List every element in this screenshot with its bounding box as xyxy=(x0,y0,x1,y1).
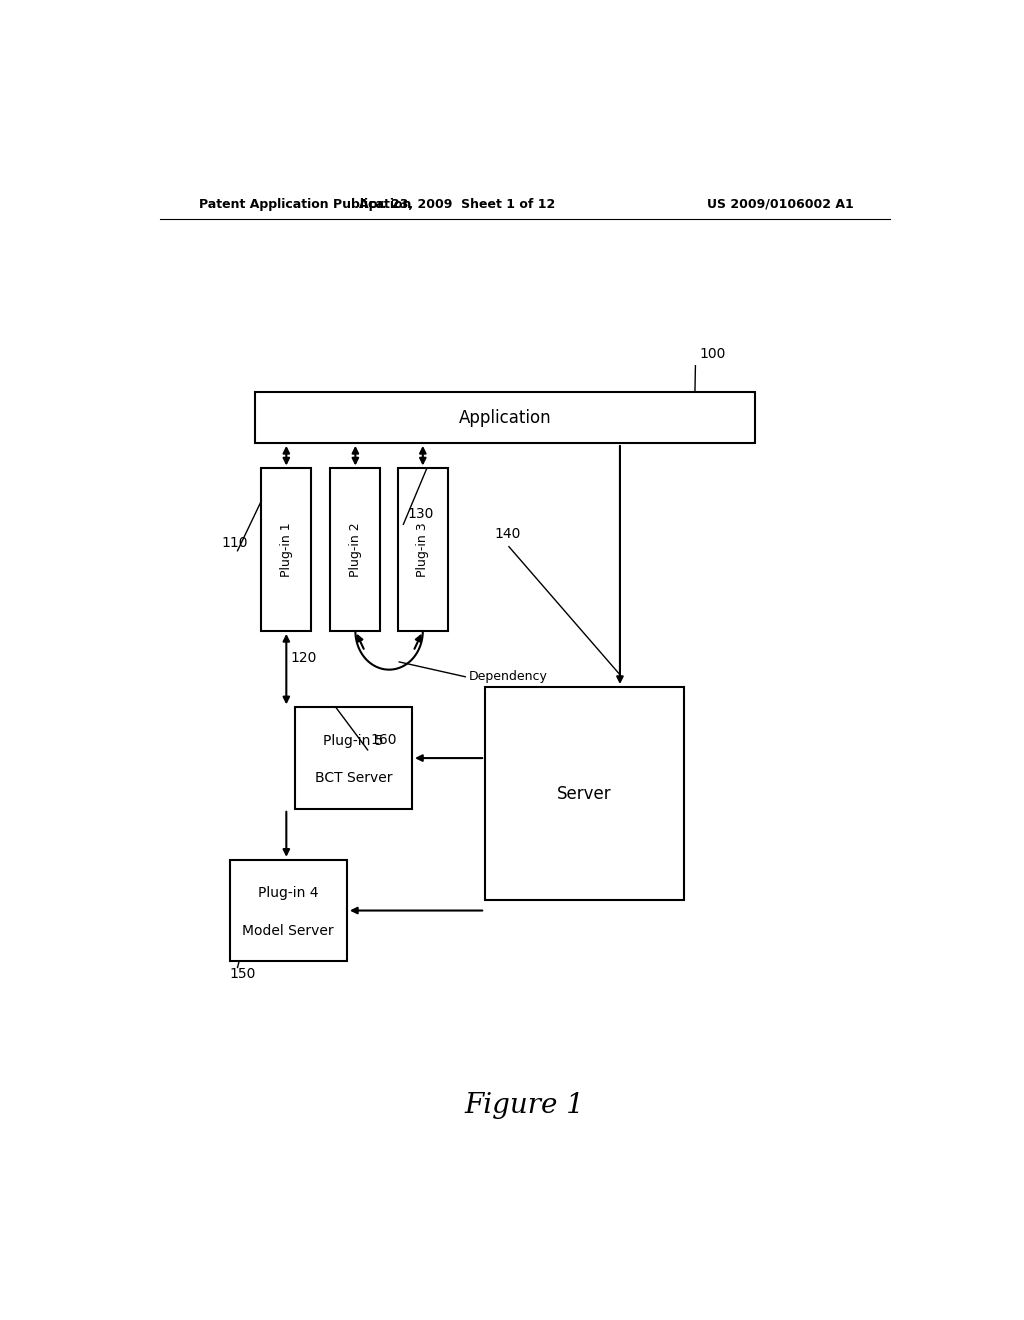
Text: BCT Server: BCT Server xyxy=(314,771,392,785)
Text: Application: Application xyxy=(459,409,551,426)
Bar xyxy=(397,469,447,631)
Bar xyxy=(485,686,684,900)
Bar xyxy=(255,392,755,444)
Bar xyxy=(295,708,412,809)
Bar xyxy=(229,859,347,961)
Text: 120: 120 xyxy=(291,652,317,665)
Text: 160: 160 xyxy=(370,733,396,747)
Text: Apr. 23, 2009  Sheet 1 of 12: Apr. 23, 2009 Sheet 1 of 12 xyxy=(359,198,555,211)
Text: Figure 1: Figure 1 xyxy=(465,1092,585,1119)
Bar xyxy=(261,469,311,631)
Text: 130: 130 xyxy=(408,507,434,521)
Text: Plug-in 3: Plug-in 3 xyxy=(417,523,429,577)
Text: Plug-in 2: Plug-in 2 xyxy=(349,523,361,577)
Text: Dependency: Dependency xyxy=(469,671,548,684)
Text: Plug-in 4: Plug-in 4 xyxy=(258,886,318,900)
Bar xyxy=(331,469,380,631)
Text: 140: 140 xyxy=(495,528,521,541)
Text: Plug-in 1: Plug-in 1 xyxy=(280,523,293,577)
Text: Server: Server xyxy=(557,784,611,803)
Text: 150: 150 xyxy=(229,966,256,981)
Text: 100: 100 xyxy=(699,347,726,360)
Text: Plug-in 5: Plug-in 5 xyxy=(324,734,384,748)
Text: US 2009/0106002 A1: US 2009/0106002 A1 xyxy=(708,198,854,211)
Text: Model Server: Model Server xyxy=(243,924,334,939)
Text: Patent Application Publication: Patent Application Publication xyxy=(200,198,412,211)
Text: 110: 110 xyxy=(221,536,248,549)
